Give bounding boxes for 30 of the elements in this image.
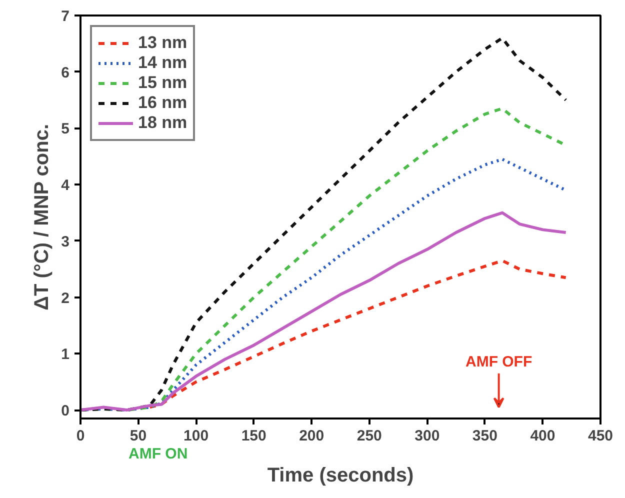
x-tick-label: 450	[588, 428, 614, 444]
y-tick-label: 1	[61, 346, 70, 364]
line-series	[80, 211, 568, 412]
annotation: AMF OFF	[465, 354, 532, 371]
x-tick-label: 250	[356, 428, 382, 444]
legend-label: 13 nm	[138, 33, 188, 53]
x-axis-title: Time (seconds)	[267, 464, 414, 486]
x-tick-label: 150	[241, 428, 266, 444]
y-tick-label: 0	[61, 402, 70, 420]
legend-label: 15 nm	[138, 73, 188, 93]
y-axis-title: ΔT (°C) / MNP conc.	[31, 124, 54, 310]
line-series	[80, 36, 568, 412]
x-tick-label: 200	[299, 428, 324, 444]
x-tick-label: 400	[530, 428, 556, 444]
line-series	[148, 259, 568, 409]
x-tick-label: 300	[414, 428, 440, 444]
text: AMF ON	[128, 446, 188, 462]
y-tick-label: 2	[61, 290, 70, 307]
x-tick-label: 350	[472, 428, 498, 444]
y-tick-label: 6	[61, 64, 70, 82]
x-tick-label: 100	[184, 428, 209, 444]
y-tick-label: 5	[61, 120, 70, 138]
x-tick-label: 50	[130, 428, 147, 444]
y-tick-label: 7	[61, 8, 70, 25]
legend-label: 16 nm	[138, 93, 188, 113]
legend-label: 18 nm	[138, 113, 188, 133]
y-tick-label: 3	[61, 233, 70, 250]
y-tick-label: 4	[61, 177, 70, 194]
x-tick-label: 0	[76, 428, 85, 444]
legend-label: 14 nm	[138, 53, 188, 73]
